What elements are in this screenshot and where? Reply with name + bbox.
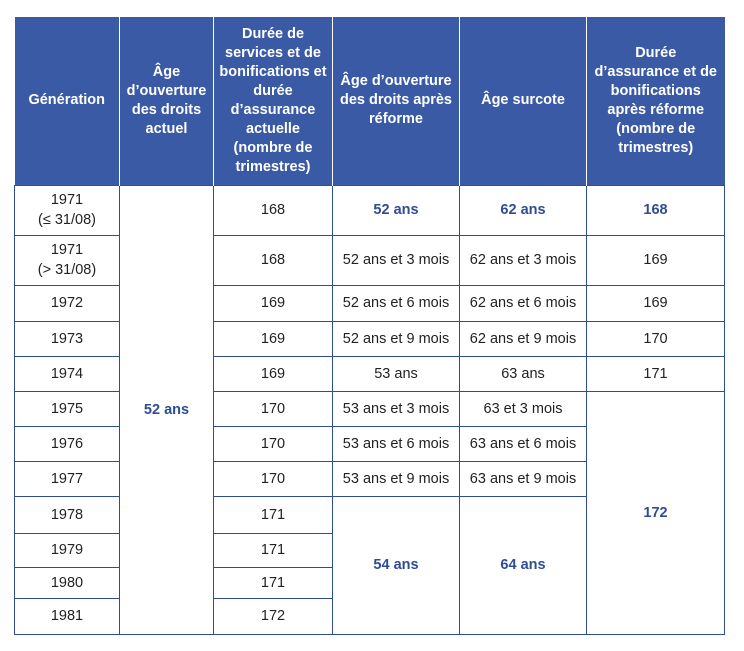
header-generation: Génération	[14, 17, 120, 185]
table-row: 1971 (≤ 31/08) 52 ans 168 52 ans 62 ans 1…	[14, 184, 725, 635]
current-duration-cell: 169	[213, 320, 333, 357]
generation-cell: 1979	[14, 532, 120, 568]
table-row: 1975 170 53 ans et 3 mois 63 et 3 mois 1…	[14, 390, 725, 635]
generation-year: 1971	[50, 192, 84, 208]
header-new-duration: Durée d’assurance et de bonifications ap…	[586, 17, 725, 185]
generation-qualifier: (> 31/08)	[37, 262, 97, 278]
generation-cell: 1978	[14, 495, 120, 534]
current-duration-cell: 170	[213, 390, 333, 427]
surcote-age-cell: 62 ans	[459, 184, 587, 236]
surcote-age-cell: 62 ans et 3 mois	[459, 234, 587, 286]
header-new-opening-age: Âge d’ouverture des droits après réforme	[332, 17, 460, 185]
current-duration-cell: 169	[213, 355, 333, 392]
new-opening-age-cell: 53 ans et 6 mois	[332, 425, 460, 462]
new-opening-age-cell: 53 ans	[332, 355, 460, 392]
table-row: 1978 171 54 ans 64 ans	[14, 495, 725, 635]
surcote-age-cell: 63 ans et 6 mois	[459, 425, 587, 462]
generation-cell: 1971 (> 31/08)	[14, 234, 120, 286]
new-opening-age-cell: 53 ans et 9 mois	[332, 460, 460, 497]
surcote-age-cell: 62 ans et 9 mois	[459, 320, 587, 357]
current-duration-cell: 171	[213, 566, 333, 599]
new-duration-cell: 169	[586, 234, 725, 286]
table-row: 1980 171	[14, 566, 725, 599]
reform-table: Génération Âge d’ouverture des droits ac…	[14, 17, 725, 635]
table-row: 1981 172	[14, 597, 725, 635]
generation-cell: 1981	[14, 597, 120, 635]
generation-qualifier: (≤ 31/08)	[38, 212, 96, 228]
current-duration-cell: 172	[213, 597, 333, 635]
current-duration-cell: 168	[213, 184, 333, 236]
surcote-age-cell: 62 ans et 6 mois	[459, 284, 587, 322]
generation-cell: 1977	[14, 460, 120, 497]
new-duration-merged-cell: 172	[586, 390, 725, 635]
generation-cell: 1971 (≤ 31/08)	[14, 184, 120, 236]
header-surcote-age: Âge surcote	[459, 17, 587, 185]
header-current-opening-age: Âge d’ouverture des droits actuel	[119, 17, 214, 185]
current-duration-cell: 170	[213, 425, 333, 462]
table-row: 1976 170 53 ans et 6 mois 63 ans et 6 mo…	[14, 425, 725, 462]
new-opening-age-cell: 52 ans	[332, 184, 460, 236]
header-current-duration: Durée de services et de bonifications et…	[213, 17, 333, 185]
new-duration-cell: 170	[586, 320, 725, 357]
table-row: 1971 (> 31/08) 168 52 ans et 3 mois 62 an…	[14, 234, 725, 286]
generation-cell: 1973	[14, 320, 120, 357]
current-duration-cell: 171	[213, 495, 333, 534]
generation-cell: 1975	[14, 390, 120, 427]
surcote-age-cell: 63 et 3 mois	[459, 390, 587, 427]
current-duration-cell: 170	[213, 460, 333, 497]
generation-cell: 1974	[14, 355, 120, 392]
current-opening-age-cell: 52 ans	[119, 184, 214, 635]
current-duration-cell: 169	[213, 284, 333, 322]
header-row: Génération Âge d’ouverture des droits ac…	[14, 17, 725, 185]
new-opening-age-merged-cell: 54 ans	[332, 495, 460, 635]
current-duration-cell: 171	[213, 532, 333, 568]
table-row: 1977 170 53 ans et 9 mois 63 ans et 9 mo…	[14, 460, 725, 497]
generation-year: 1971	[50, 242, 84, 258]
new-duration-cell: 168	[586, 184, 725, 236]
generation-cell: 1976	[14, 425, 120, 462]
generation-cell: 1972	[14, 284, 120, 322]
surcote-age-merged-cell: 64 ans	[459, 495, 587, 635]
surcote-age-cell: 63 ans et 9 mois	[459, 460, 587, 497]
new-opening-age-cell: 52 ans et 3 mois	[332, 234, 460, 286]
surcote-age-cell: 63 ans	[459, 355, 587, 392]
new-opening-age-cell: 53 ans et 3 mois	[332, 390, 460, 427]
table-row: 1974 169 53 ans 63 ans 171	[14, 355, 725, 392]
new-opening-age-cell: 52 ans et 6 mois	[332, 284, 460, 322]
new-duration-cell: 171	[586, 355, 725, 392]
current-duration-cell: 168	[213, 234, 333, 286]
generation-cell: 1980	[14, 566, 120, 599]
new-duration-cell: 169	[586, 284, 725, 322]
new-opening-age-cell: 52 ans et 9 mois	[332, 320, 460, 357]
